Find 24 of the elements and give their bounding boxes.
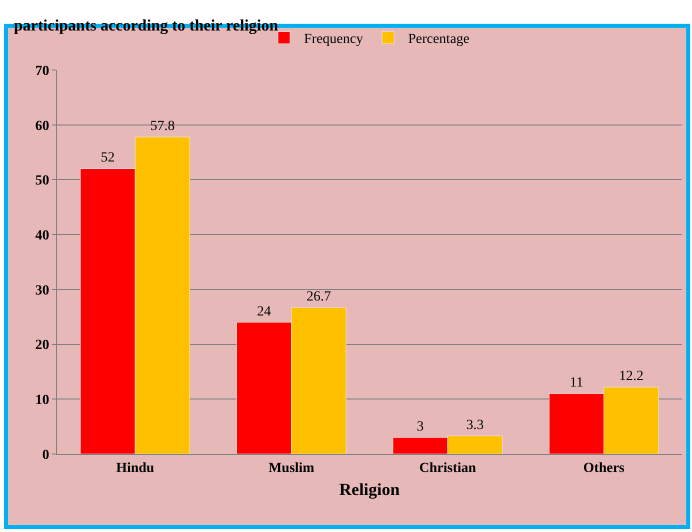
- data-label: 24: [257, 304, 272, 320]
- y-tick-label: 70: [35, 64, 50, 79]
- y-tick-label: 60: [35, 118, 50, 134]
- x-tick-label: Christian: [419, 460, 476, 476]
- chart-title: participants according to their religion: [14, 17, 278, 34]
- legend-label: Percentage: [408, 32, 470, 48]
- y-tick-label: 40: [35, 228, 50, 244]
- x-tick-label: Hindu: [116, 460, 154, 476]
- y-tick-label: 10: [35, 393, 50, 408]
- y-tick-label: 0: [42, 448, 50, 463]
- data-label: 3: [416, 420, 424, 435]
- legend-label: Frequency: [304, 32, 364, 48]
- y-tick-label: 30: [35, 283, 50, 298]
- y-tick-label: 50: [35, 174, 50, 189]
- y-tick-label: 20: [35, 338, 50, 354]
- x-axis-title: Religion: [339, 480, 400, 500]
- data-label: 52: [100, 150, 115, 166]
- data-label: 11: [570, 376, 584, 391]
- data-label: 57.8: [150, 118, 175, 134]
- x-tick-label: Others: [583, 460, 626, 476]
- data-label: 12.2: [618, 369, 644, 384]
- data-label: 26.7: [306, 290, 331, 305]
- x-tick-label: Muslim: [268, 460, 315, 476]
- data-label: 3.3: [466, 418, 484, 433]
